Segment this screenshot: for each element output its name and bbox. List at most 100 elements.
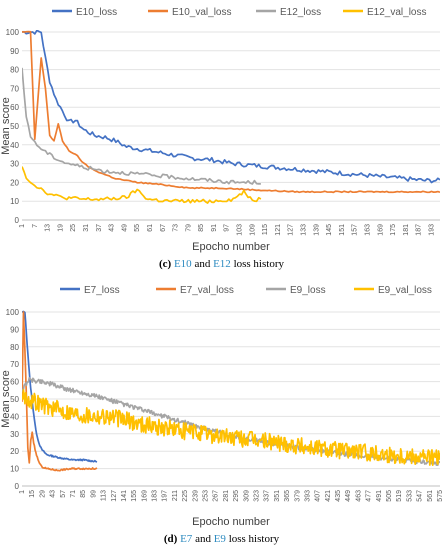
caption-d-tail: loss history <box>225 533 280 545</box>
x-tick-label-c-27: 163 <box>364 224 371 236</box>
y-tick-label-c-9: 90 <box>10 47 19 56</box>
x-tick-label-c-2: 13 <box>45 224 52 232</box>
x-tick-label-d-34: 477 <box>366 490 373 502</box>
y-tick-label-c-5: 50 <box>10 122 19 131</box>
x-tick-label-c-18: 109 <box>249 224 256 236</box>
x-tick-label-c-7: 43 <box>109 224 116 232</box>
x-tick-label-d-12: 169 <box>141 490 148 502</box>
x-tick-label-d-2: 29 <box>39 490 46 498</box>
y-tick-label-d-3: 30 <box>10 430 19 439</box>
x-tick-label-c-10: 61 <box>147 224 154 232</box>
series-line-E7_loss <box>22 310 98 463</box>
y-tick-label-d-4: 40 <box>10 412 19 421</box>
y-tick-label-d-2: 20 <box>10 447 19 456</box>
chart-panel-d: 0 10 20 30 40 50 60 70 80 90 100 1 15 29 43 57 71 85 99 113… <box>0 278 443 550</box>
x-tick-label-c-26: 157 <box>352 224 359 236</box>
caption-d-mid: and <box>192 533 214 545</box>
x-tick-label-d-10: 141 <box>121 490 128 502</box>
x-tick-label-d-3: 43 <box>50 490 57 498</box>
x-tick-label-d-33: 463 <box>355 490 362 502</box>
x-tick-label-d-24: 337 <box>264 490 271 502</box>
x-tick-label-d-26: 365 <box>284 490 291 502</box>
x-tick-label-d-14: 197 <box>162 490 169 502</box>
caption-d-ref1[interactable]: E7 <box>180 533 193 545</box>
caption-c-ref2[interactable]: E12 <box>213 258 231 270</box>
x-tick-label-d-18: 253 <box>203 490 210 502</box>
x-tick-label-d-28: 393 <box>304 490 311 502</box>
x-tick-label-c-4: 25 <box>70 224 77 232</box>
x-tick-label-c-22: 133 <box>301 224 308 236</box>
x-tick-label-c-23: 139 <box>313 224 320 236</box>
y-tick-label-c-6: 60 <box>10 103 19 112</box>
legend-label-E10_loss: E10_loss <box>76 7 117 18</box>
x-tick-label-d-1: 15 <box>29 490 36 498</box>
y-tick-label-c-10: 100 <box>6 28 20 37</box>
x-tick-label-c-20: 121 <box>275 224 282 236</box>
y-tick-label-d-8: 80 <box>10 343 19 352</box>
series-line-E10_loss <box>22 30 440 184</box>
x-tick-label-d-20: 281 <box>223 490 230 502</box>
x-tick-label-d-6: 85 <box>80 490 87 498</box>
x-tick-label-c-14: 85 <box>198 224 205 232</box>
caption-c-ref1[interactable]: E10 <box>173 258 192 270</box>
x-tick-label-c-12: 73 <box>173 224 180 232</box>
legend-label-E9_val_loss: E9_val_loss <box>378 285 432 296</box>
caption-d-label: (d) <box>163 533 178 545</box>
caption-c-label: (c) <box>158 258 172 270</box>
x-tick-label-c-21: 127 <box>288 224 295 236</box>
legend-label-E10_val_loss: E10_val_loss <box>172 7 231 18</box>
x-tick-label-c-0: 1 <box>19 224 26 228</box>
x-tick-label-c-24: 145 <box>326 224 333 236</box>
caption-d-ref2[interactable]: E9 <box>213 533 226 545</box>
x-tick-label-c-9: 55 <box>134 224 141 232</box>
x-tick-label-d-15: 211 <box>172 490 179 501</box>
y-axis-title-d: Mean score <box>0 370 12 427</box>
x-tick-label-d-25: 351 <box>274 490 281 502</box>
x-tick-label-d-40: 561 <box>427 490 434 502</box>
y-tick-label-d-0: 0 <box>15 482 20 491</box>
y-tick-label-c-4: 40 <box>10 141 19 150</box>
legend-label-E7_val_loss: E7_val_loss <box>180 285 234 296</box>
x-tick-label-d-7: 99 <box>90 490 97 498</box>
x-tick-label-c-29: 175 <box>390 224 397 236</box>
x-tick-label-c-31: 187 <box>416 224 423 236</box>
chart-c-svg: 0 10 20 30 40 50 60 70 80 90 100 1 7 13 19 25 31 37 43 49 55… <box>0 7 440 253</box>
x-tick-label-c-1: 7 <box>32 224 39 228</box>
y-tick-label-d-1: 10 <box>10 465 19 474</box>
y-tick-label-d-9: 90 <box>10 325 19 334</box>
x-tick-label-d-37: 519 <box>396 490 403 502</box>
legend-label-E7_loss: E7_loss <box>84 285 120 296</box>
x-tick-label-d-32: 449 <box>345 490 352 502</box>
chart-panel-c: 0 10 20 30 40 50 60 70 80 90 100 1 7 13 19 25 31 37 43 49 55… <box>0 7 440 270</box>
y-tick-label-c-1: 10 <box>10 197 19 206</box>
y-axis-title-c: Mean score <box>0 97 12 154</box>
x-tick-label-d-22: 309 <box>243 490 250 502</box>
y-tick-label-d-6: 60 <box>10 378 19 387</box>
x-tick-label-d-31: 435 <box>335 490 342 502</box>
x-tick-label-d-11: 155 <box>131 490 138 502</box>
x-tick-label-c-32: 193 <box>428 224 435 236</box>
y-tick-label-c-0: 0 <box>15 216 20 225</box>
x-tick-label-c-25: 151 <box>339 224 346 236</box>
x-tick-label-c-15: 91 <box>211 224 218 232</box>
x-tick-label-d-39: 547 <box>417 490 424 502</box>
x-tick-label-d-13: 183 <box>152 490 159 502</box>
x-tick-label-d-27: 379 <box>294 490 301 502</box>
x-axis-title-c: Epocho number <box>192 241 270 253</box>
legend-label-E12_loss: E12_loss <box>280 7 321 18</box>
x-tick-label-c-3: 19 <box>57 224 64 232</box>
x-tick-label-c-8: 49 <box>121 224 128 232</box>
x-tick-label-c-17: 103 <box>237 224 244 236</box>
caption-d: (d) E7 and E9 loss history <box>0 533 443 545</box>
x-tick-label-d-36: 505 <box>386 490 393 502</box>
x-tick-label-c-30: 181 <box>403 224 410 236</box>
x-tick-label-d-0: 1 <box>19 490 26 494</box>
x-tick-label-d-19: 267 <box>213 490 220 502</box>
x-tick-label-d-4: 57 <box>60 490 67 498</box>
x-tick-label-d-29: 407 <box>315 490 322 502</box>
x-tick-label-d-17: 239 <box>192 490 199 502</box>
y-tick-label-d-5: 50 <box>10 395 19 404</box>
x-tick-label-d-23: 323 <box>253 490 260 502</box>
legend-label-E12_val_loss: E12_val_loss <box>367 7 426 18</box>
x-tick-label-d-30: 421 <box>325 490 332 502</box>
